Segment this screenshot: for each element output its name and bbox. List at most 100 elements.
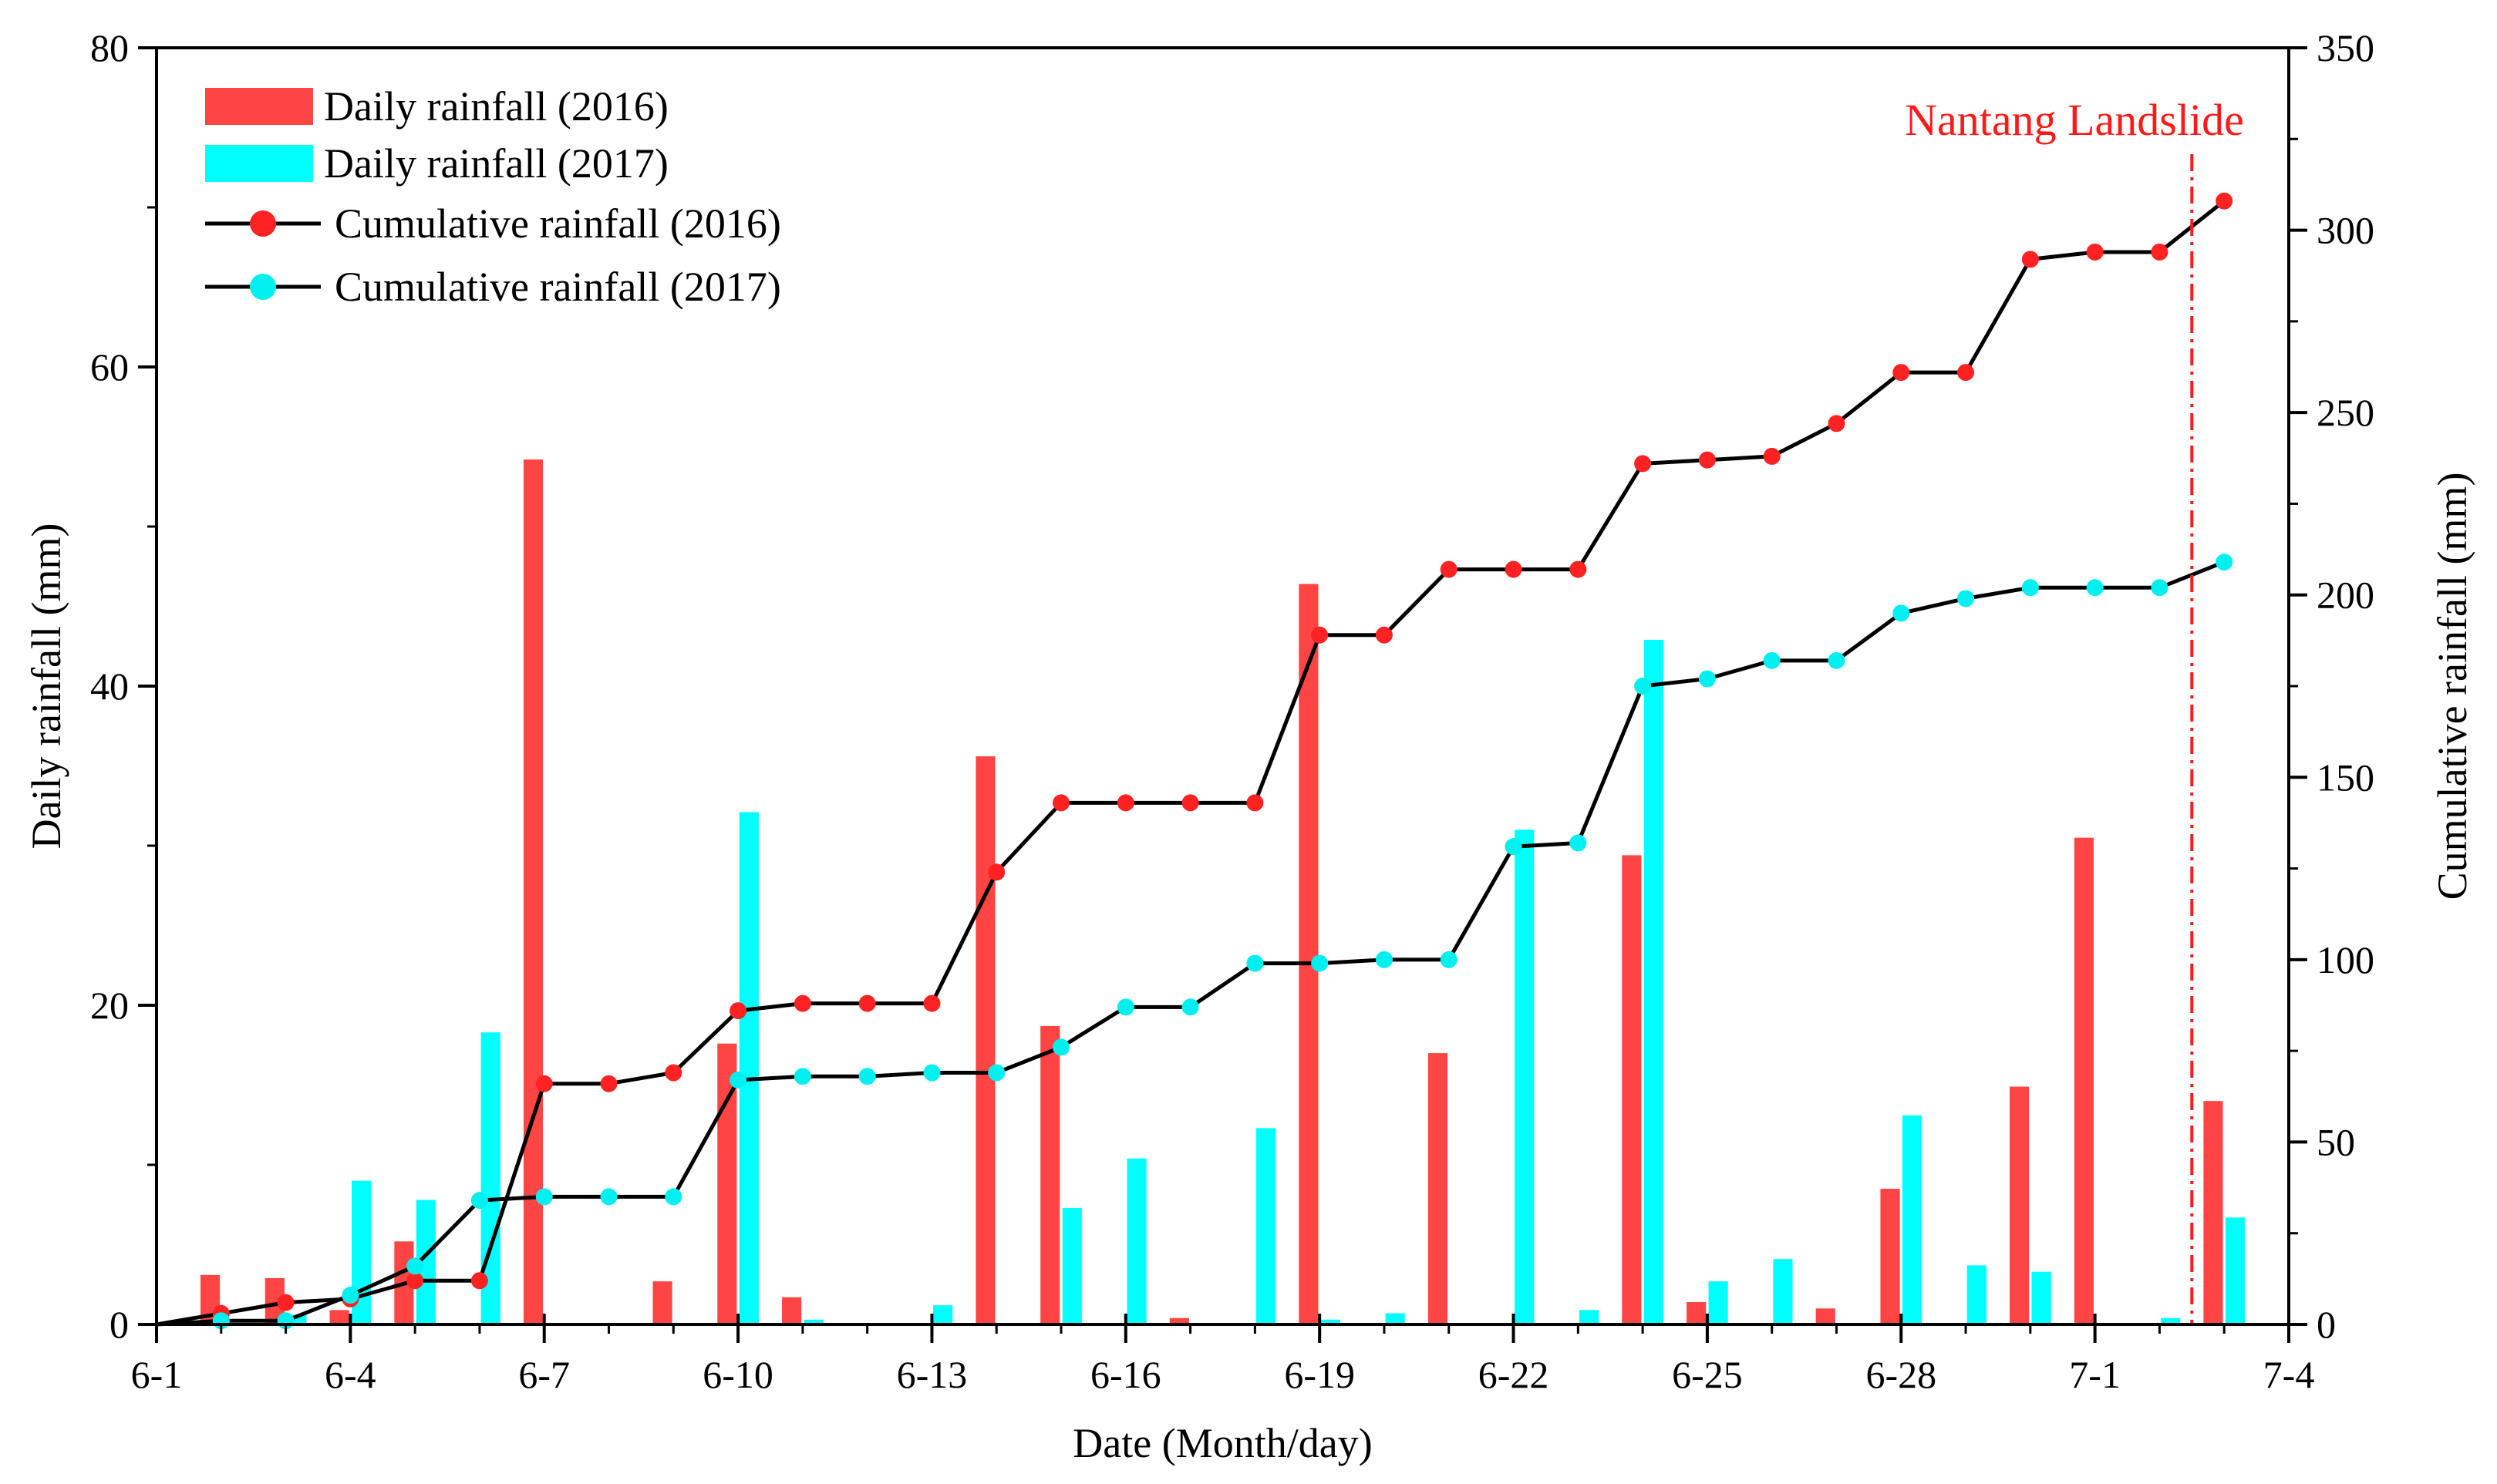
point-cumulative-2017 bbox=[988, 1064, 1006, 1082]
bar-2016 bbox=[1880, 1189, 1900, 1324]
y-right-tick-label: 200 bbox=[2317, 574, 2374, 617]
point-cumulative-2016 bbox=[1505, 560, 1522, 578]
bar-2017 bbox=[804, 1319, 824, 1324]
point-cumulative-2016 bbox=[1181, 794, 1199, 812]
x-tick-label: 7-4 bbox=[2263, 1353, 2315, 1396]
y-right-tick-label: 250 bbox=[2317, 391, 2374, 434]
point-cumulative-2017 bbox=[1246, 954, 1264, 972]
bar-2017 bbox=[1127, 1158, 1147, 1324]
y-right-tick-label: 100 bbox=[2317, 938, 2374, 981]
y-left-tick-label: 60 bbox=[90, 345, 129, 389]
bar-2016 bbox=[329, 1310, 349, 1324]
point-cumulative-2016 bbox=[535, 1075, 553, 1092]
point-cumulative-2016 bbox=[600, 1075, 618, 1092]
point-cumulative-2017 bbox=[1957, 590, 1975, 607]
bar-2017 bbox=[1385, 1313, 1405, 1324]
bar-2016 bbox=[1040, 1025, 1060, 1324]
x-tick-label: 6-25 bbox=[1672, 1353, 1743, 1396]
point-cumulative-2017 bbox=[1117, 998, 1134, 1016]
y-left-tick-label: 40 bbox=[90, 665, 129, 708]
point-cumulative-2016 bbox=[730, 1002, 747, 1020]
bar-2017 bbox=[1579, 1310, 1599, 1324]
point-cumulative-2016 bbox=[1053, 794, 1070, 812]
point-cumulative-2016 bbox=[988, 863, 1006, 881]
point-cumulative-2016 bbox=[2216, 192, 2233, 210]
point-cumulative-2017 bbox=[406, 1257, 424, 1275]
point-cumulative-2016 bbox=[794, 994, 811, 1012]
point-cumulative-2017 bbox=[342, 1287, 359, 1304]
point-cumulative-2016 bbox=[1117, 794, 1134, 812]
legend-label: Cumulative rainfall (2017) bbox=[335, 264, 781, 310]
point-cumulative-2016 bbox=[2151, 243, 2168, 261]
point-cumulative-2017 bbox=[470, 1192, 488, 1210]
point-cumulative-2016 bbox=[2086, 243, 2104, 261]
point-cumulative-2017 bbox=[1698, 670, 1716, 688]
point-cumulative-2016 bbox=[1375, 626, 1393, 644]
bar-2016 bbox=[782, 1297, 802, 1324]
bar-2016 bbox=[2203, 1101, 2223, 1324]
point-cumulative-2017 bbox=[1828, 651, 1845, 669]
bar-2017 bbox=[2031, 1271, 2051, 1324]
bar-2017 bbox=[1062, 1207, 1082, 1324]
x-tick-label: 6-7 bbox=[518, 1353, 570, 1396]
bar-2016 bbox=[2010, 1086, 2030, 1324]
bar-2017 bbox=[1773, 1259, 1793, 1324]
point-cumulative-2017 bbox=[1440, 951, 1457, 968]
x-tick-label: 6-10 bbox=[703, 1353, 773, 1396]
point-cumulative-2016 bbox=[1440, 560, 1457, 578]
bar-2016 bbox=[652, 1281, 672, 1324]
point-cumulative-2017 bbox=[1053, 1038, 1070, 1056]
bar-2017 bbox=[1902, 1115, 1922, 1324]
point-cumulative-2016 bbox=[277, 1294, 295, 1311]
y-axis-right-title: Cumulative rainfall (mm) bbox=[2429, 473, 2475, 900]
point-cumulative-2016 bbox=[1634, 455, 1652, 473]
bar-2016 bbox=[1299, 584, 1319, 1324]
point-cumulative-2017 bbox=[535, 1188, 553, 1206]
point-cumulative-2017 bbox=[730, 1071, 747, 1089]
point-cumulative-2017 bbox=[1892, 604, 1910, 622]
x-tick-label: 6-4 bbox=[325, 1353, 376, 1396]
bar-2016 bbox=[1815, 1308, 1835, 1324]
bar-2016 bbox=[1687, 1302, 1707, 1324]
y-right-tick-label: 350 bbox=[2317, 26, 2374, 69]
legend-label: Daily rainfall (2016) bbox=[324, 83, 669, 130]
point-cumulative-2017 bbox=[2086, 579, 2104, 597]
x-tick-label: 6-16 bbox=[1090, 1353, 1161, 1396]
point-cumulative-2017 bbox=[1375, 951, 1393, 968]
y-axis-left-title: Daily rainfall (mm) bbox=[23, 523, 69, 850]
point-cumulative-2017 bbox=[794, 1068, 811, 1085]
bar-2017 bbox=[1643, 639, 1663, 1324]
x-tick-label: 6-28 bbox=[1865, 1353, 1936, 1396]
bar-2017 bbox=[1966, 1265, 1986, 1324]
x-tick-label: 6-19 bbox=[1284, 1353, 1355, 1396]
bar-2016 bbox=[2074, 837, 2094, 1324]
point-cumulative-2016 bbox=[923, 994, 941, 1012]
legend-swatch-marker bbox=[250, 274, 276, 300]
x-tick-label: 6-1 bbox=[131, 1353, 183, 1396]
bar-2017 bbox=[2225, 1217, 2246, 1324]
legend-swatch-bar bbox=[205, 88, 313, 125]
legend-label: Cumulative rainfall (2016) bbox=[335, 200, 781, 247]
y-left-tick-label: 0 bbox=[110, 1303, 129, 1346]
point-cumulative-2016 bbox=[858, 994, 876, 1012]
point-cumulative-2016 bbox=[1763, 447, 1781, 465]
x-tick-label: 6-13 bbox=[897, 1353, 968, 1396]
y-left-tick-label: 20 bbox=[90, 984, 129, 1027]
y-right-tick-label: 150 bbox=[2317, 755, 2374, 799]
landslide-annotation: Nantang Landslide bbox=[1905, 95, 2244, 145]
bar-2017 bbox=[2161, 1317, 2181, 1324]
point-cumulative-2017 bbox=[2021, 579, 2039, 597]
point-cumulative-2016 bbox=[1828, 415, 1845, 432]
point-cumulative-2017 bbox=[1634, 678, 1652, 695]
legend-swatch-marker bbox=[250, 210, 276, 237]
point-cumulative-2016 bbox=[406, 1272, 424, 1290]
bar-2017 bbox=[739, 812, 759, 1324]
legend-swatch-bar bbox=[205, 145, 313, 182]
bar-2016 bbox=[523, 459, 544, 1324]
point-cumulative-2017 bbox=[1505, 838, 1522, 856]
point-cumulative-2017 bbox=[1311, 954, 1329, 972]
bar-2016 bbox=[1622, 855, 1642, 1324]
y-right-tick-label: 300 bbox=[2317, 209, 2374, 252]
